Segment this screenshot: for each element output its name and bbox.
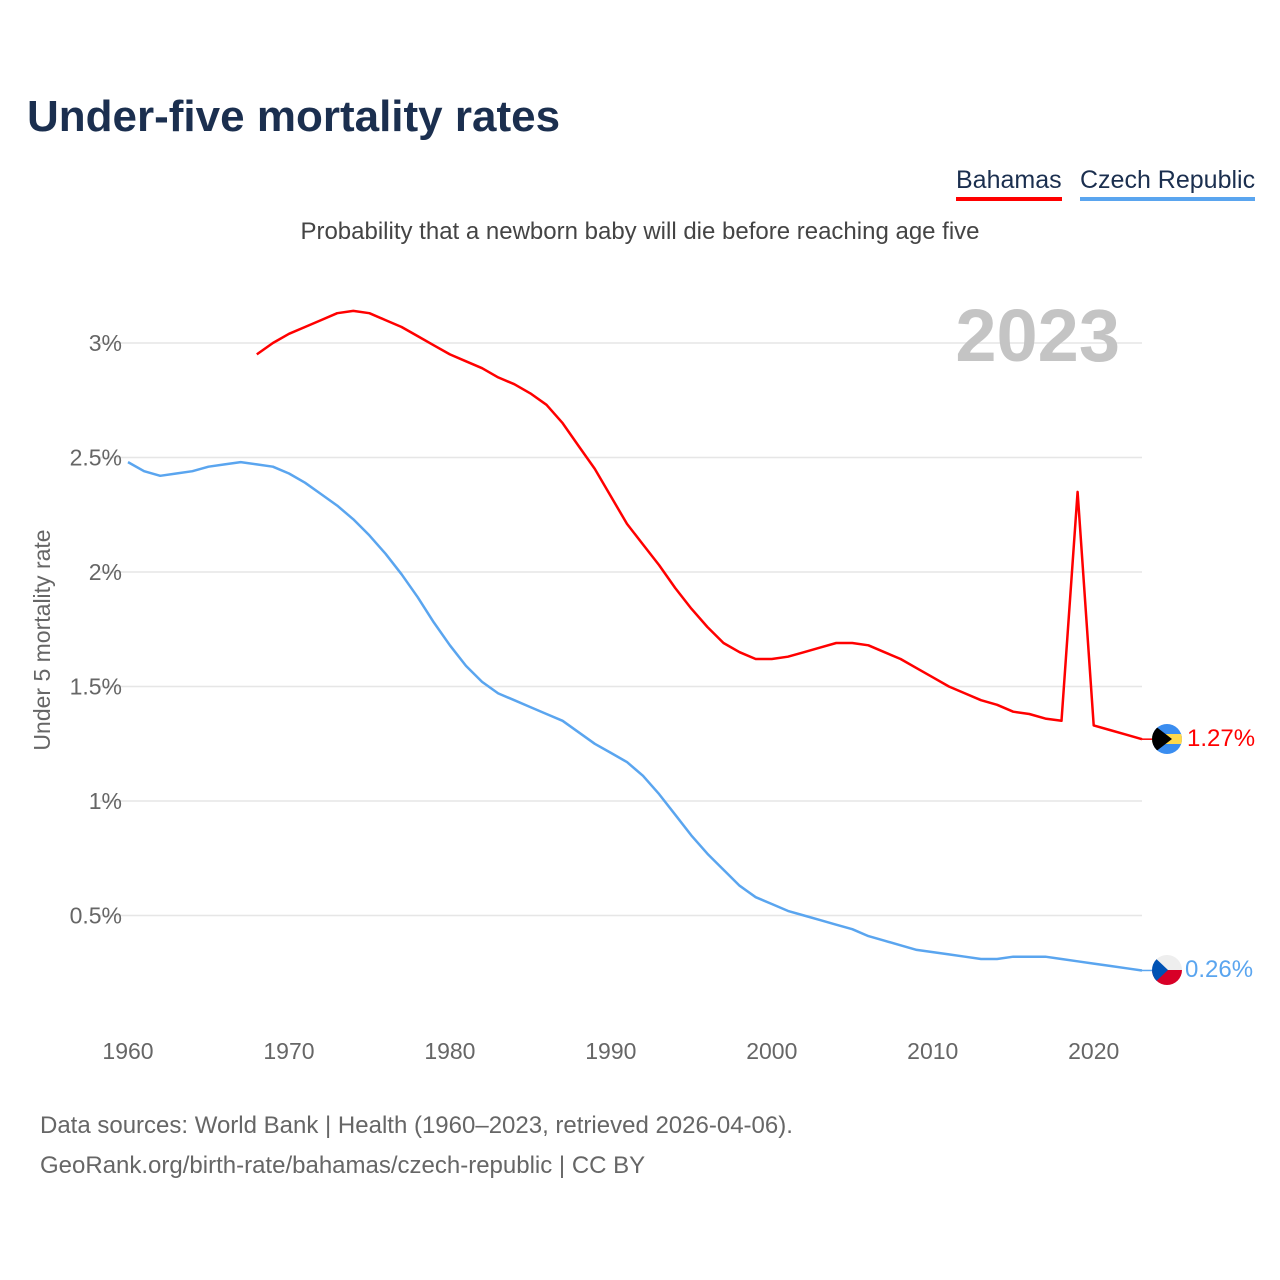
y-axis-label: Under 5 mortality rate [29,529,55,750]
czech-republic-flag-icon [1152,955,1182,985]
y-tick-label: 1% [89,788,122,814]
series-line-czech-republic [127,460,1143,972]
bahamas-end-label: 1.27% [1187,725,1255,752]
footer-attribution[interactable]: GeoRank.org/birth-rate/bahamas/czech-rep… [40,1152,646,1179]
series-line-bahamas [256,309,1143,741]
x-tick-label: 2020 [1068,1038,1119,1064]
footer-sources: Data sources: World Bank | Health (1960–… [40,1112,793,1139]
legend-item-bahamas[interactable]: Bahamas [956,166,1062,201]
y-tick-label: 2% [89,559,122,585]
legend-item-czech-republic[interactable]: Czech Republic [1080,166,1256,201]
x-tick-label: 2010 [907,1038,958,1064]
y-tick-label: 1.5% [70,674,122,700]
y-tick-label: 0.5% [70,903,122,929]
bahamas-flag-icon [1152,724,1182,754]
year-watermark: 2023 [955,294,1120,377]
x-tick-label: 1970 [263,1038,314,1064]
x-tick-label: 1960 [102,1038,153,1064]
chart-subtitle: Probability that a newborn baby will die… [300,218,980,245]
x-tick-label: 1980 [424,1038,475,1064]
x-tick-label: 1990 [585,1038,636,1064]
y-tick-label: 2.5% [70,445,122,471]
footer: Data sources: World Bank | Health (1960–… [40,1106,793,1186]
x-tick-label: 2000 [746,1038,797,1064]
chart-title: Under-five mortality rates [27,92,561,141]
y-tick-label: 3% [89,330,122,356]
czech-republic-end-label: 0.26% [1185,956,1253,983]
